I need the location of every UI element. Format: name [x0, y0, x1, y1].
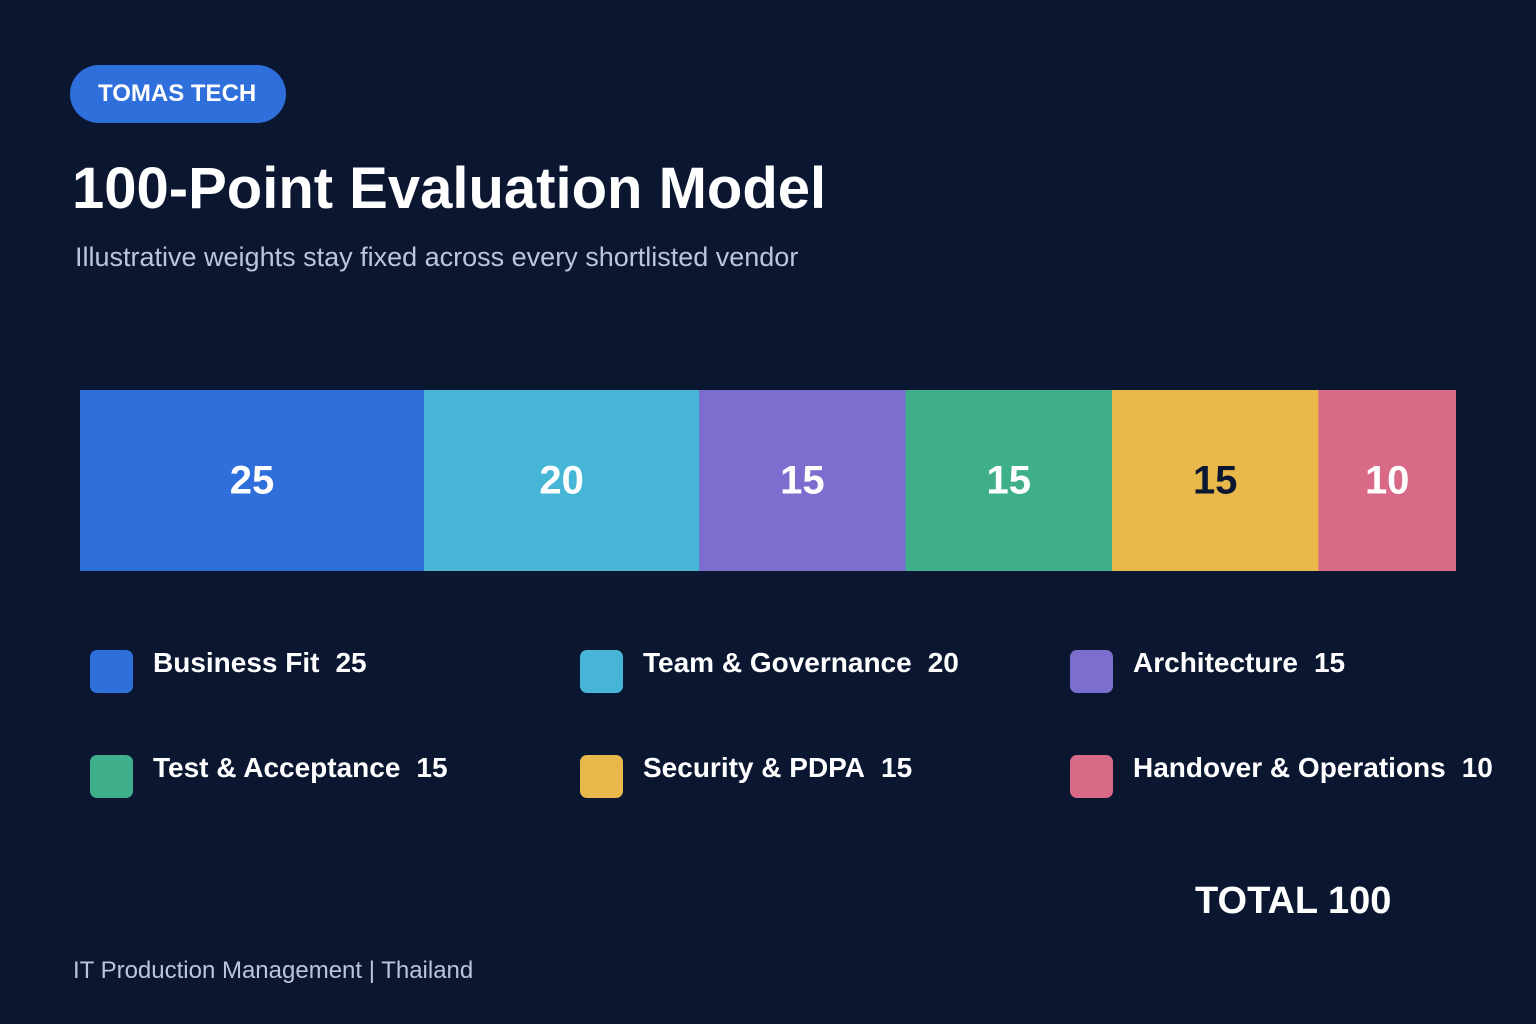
page-title: 100-Point Evaluation Model — [72, 156, 827, 221]
legend-item-test-acceptance: Test & Acceptance 15 — [90, 752, 448, 798]
bar-label-security-pdpa: 15 — [1193, 459, 1238, 503]
legend-swatch — [580, 755, 623, 798]
bar-segment-handover-operations — [1318, 390, 1456, 571]
brand-badge: TOMAS TECH — [70, 65, 286, 123]
legend-swatch — [90, 755, 133, 798]
legend-label: Security & PDPA — [643, 752, 865, 783]
bar-label-business-fit: 25 — [230, 459, 275, 503]
legend-label: Test & Acceptance — [153, 752, 401, 783]
legend-label: Handover & Operations — [1133, 752, 1446, 783]
footer-text: IT Production Management | Thailand — [73, 957, 474, 984]
stacked-bar-chart: 25 20 15 15 15 10 — [80, 390, 1456, 571]
legend-item-architecture: Architecture 15 — [1070, 647, 1345, 693]
legend-value: 20 — [927, 647, 959, 678]
legend-item-security-pdpa: Security & PDPA 15 — [580, 752, 912, 798]
legend-swatch — [1070, 755, 1113, 798]
legend-swatch — [1070, 650, 1113, 693]
bar-label-architecture: 15 — [780, 459, 825, 503]
legend-swatch — [580, 650, 623, 693]
legend-item-team-governance: Team & Governance 20 — [580, 647, 959, 693]
bar-segment-test-acceptance — [905, 390, 1113, 571]
brand-label: TOMAS TECH — [98, 80, 257, 107]
legend-value: 15 — [1313, 647, 1346, 678]
bar-label-handover-operations: 10 — [1365, 459, 1410, 503]
page-subtitle: Illustrative weights stay fixed across e… — [75, 242, 799, 272]
bar-segment-security-pdpa — [1112, 390, 1319, 571]
legend-item-business-fit: Business Fit 25 — [90, 647, 367, 693]
bar-segment-architecture — [699, 390, 907, 571]
bar-segment-business-fit — [80, 390, 425, 571]
legend-label: Architecture — [1133, 647, 1298, 678]
bar-label-team-governance: 20 — [539, 459, 584, 503]
legend-label: Business Fit — [153, 647, 320, 678]
legend-value: 15 — [416, 752, 448, 783]
legend-label: Team & Governance — [643, 647, 912, 678]
bar-segment-team-governance — [424, 390, 700, 571]
legend-value: 25 — [335, 647, 367, 678]
legend-item-handover-operations: Handover & Operations 10 — [1070, 752, 1493, 798]
legend-value: 15 — [881, 752, 913, 783]
bar-label-test-acceptance: 15 — [987, 459, 1032, 503]
total-score: TOTAL 100 — [1195, 880, 1392, 922]
legend-value: 10 — [1461, 752, 1493, 783]
legend-swatch — [90, 650, 133, 693]
